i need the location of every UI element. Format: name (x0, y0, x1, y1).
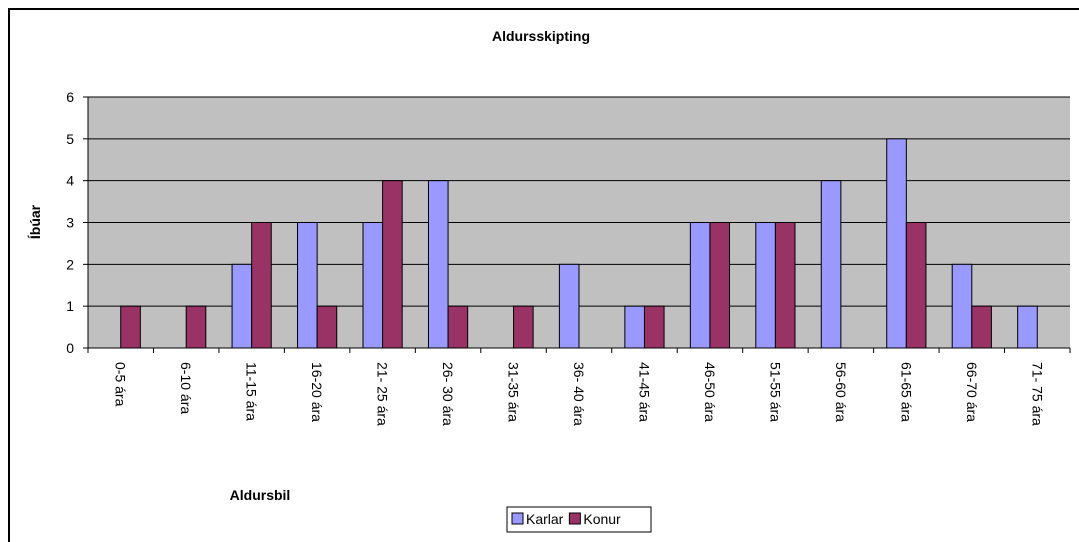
y-tick-label: 0 (66, 340, 74, 356)
bar (1017, 305, 1038, 349)
x-tick-label: 0-5 ára (113, 362, 129, 407)
bar (709, 222, 731, 349)
chart-title: Aldursskipting (492, 28, 590, 44)
bar (231, 263, 253, 349)
legend-swatch (511, 512, 524, 525)
bar (624, 305, 645, 349)
x-axis-title: Aldursbil (230, 487, 291, 503)
bar (755, 222, 776, 349)
bar (427, 180, 449, 349)
bar (382, 180, 403, 349)
x-tick-label: 56-60 ára (833, 362, 849, 422)
bar (558, 263, 580, 349)
x-tick-label: 6-10 ára (178, 362, 194, 414)
y-tick-label: 2 (66, 256, 74, 272)
bar (251, 222, 272, 349)
x-tick-label: 31-35 ára (506, 362, 522, 422)
x-tick-label: 21- 25 ára (375, 362, 391, 426)
bar (120, 305, 141, 349)
legend-swatch (568, 512, 581, 525)
bar (185, 305, 207, 349)
bar (905, 222, 927, 349)
bar (362, 222, 384, 349)
x-tick-label: 51-55 ára (767, 362, 783, 422)
y-tick-label: 5 (66, 131, 74, 147)
x-tick-label: 11-15 ára (244, 362, 260, 421)
bar (297, 222, 318, 349)
bar (951, 263, 973, 349)
legend-label: Konur (583, 511, 621, 527)
x-tick-label: 16-20 ára (309, 362, 325, 422)
y-tick-label: 6 (66, 89, 74, 105)
x-tick-label: 26- 30 ára (440, 362, 456, 426)
x-tick-label: 41-45 ára (636, 362, 652, 422)
bar (316, 305, 338, 349)
legend-label: Karlar (526, 511, 564, 527)
bar (689, 222, 711, 349)
bar (820, 180, 842, 349)
x-tick-label: 66-70 ára (964, 362, 980, 422)
bar (447, 305, 469, 349)
x-tick-label: 36- 40 ára (571, 362, 587, 426)
x-tick-label: 71- 75 ára (1029, 362, 1045, 426)
y-tick-label: 4 (66, 173, 74, 189)
bar (774, 222, 796, 349)
y-tick-label: 3 (66, 215, 74, 231)
y-tick-label: 1 (66, 298, 74, 314)
bar (971, 305, 992, 349)
bar (513, 305, 534, 349)
x-tick-label: 61-65 ára (898, 362, 914, 422)
bar (643, 305, 665, 349)
y-axis-title: Íbúar (27, 204, 43, 239)
bar (886, 138, 907, 349)
x-tick-label: 46-50 ára (702, 362, 718, 422)
